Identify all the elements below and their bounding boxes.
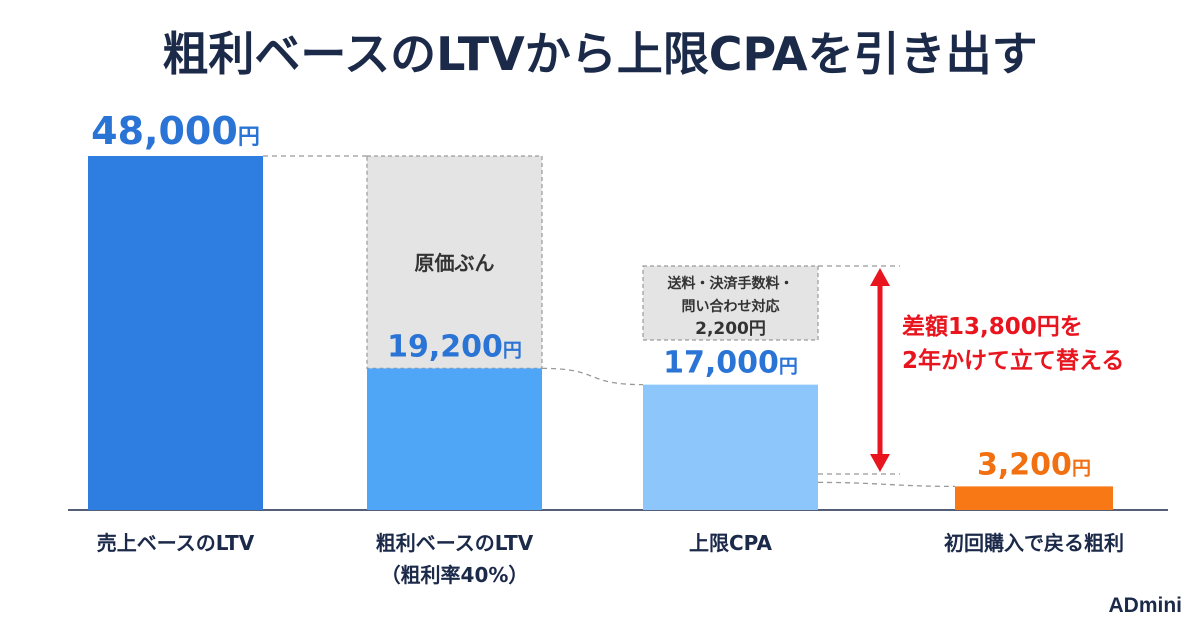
brand-logo: ADmini	[1109, 594, 1183, 617]
removed-segment-label-line: 送料・決済手数料・	[667, 275, 794, 292]
removed-segment-1	[366, 155, 543, 369]
difference-arrow-head-down	[870, 454, 890, 472]
difference-annotation: 2年かけて立て替える	[902, 347, 1124, 374]
data-label-unit: 円	[779, 356, 798, 378]
chart-title: 粗利ベースのLTVから上限CPAを引き出す	[162, 27, 1037, 81]
removed-segment-label: 原価ぶん	[415, 251, 495, 275]
data-label-value: 48,000	[91, 109, 238, 153]
category-label: 初回購入で戻る粗利	[944, 531, 1124, 555]
category-label: 粗利ベースのLTV	[376, 531, 534, 555]
connector-curve	[817, 481, 956, 488]
bar-3	[643, 384, 818, 510]
data-label: 17,000円	[663, 346, 798, 381]
removed-segment-label-line: 2,200円	[695, 319, 766, 339]
data-label-value: 3,200	[977, 447, 1072, 482]
data-label-unit: 円	[238, 125, 260, 150]
data-label: 48,000円	[91, 109, 260, 153]
bar-4	[955, 486, 1113, 510]
category-label: 売上ベースのLTV	[97, 531, 255, 555]
data-label: 19,200円	[387, 329, 522, 364]
data-label-value: 17,000	[663, 346, 779, 381]
data-label: 3,200円	[977, 447, 1091, 482]
removed-segment-2	[642, 265, 819, 341]
bar-1	[88, 156, 263, 510]
removed-segment-label-line: 問い合わせ対応	[682, 298, 780, 315]
data-label-unit: 円	[503, 339, 522, 361]
category-label: （粗利率40%）	[381, 563, 529, 587]
difference-arrow-head-up	[870, 268, 890, 286]
data-label-unit: 円	[1072, 457, 1091, 479]
bar-2	[367, 368, 542, 510]
connector-curve	[541, 367, 644, 386]
category-label: 上限CPA	[689, 531, 773, 555]
difference-annotation: 差額13,800円を	[902, 313, 1083, 340]
data-label-value: 19,200	[387, 329, 503, 364]
